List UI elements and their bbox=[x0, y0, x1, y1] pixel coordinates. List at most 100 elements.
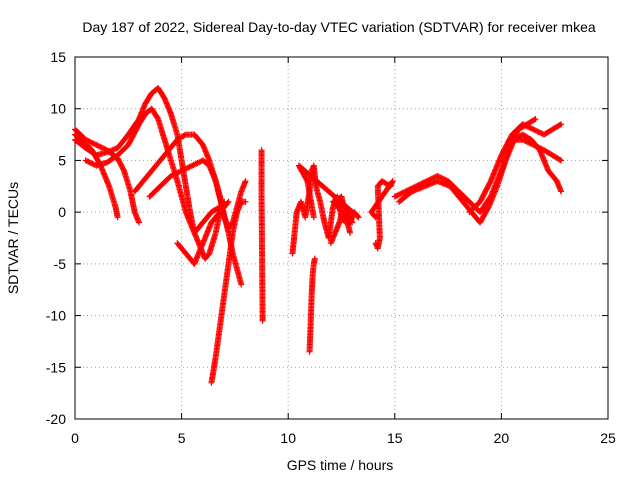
data-point bbox=[558, 188, 565, 195]
data-point bbox=[521, 121, 528, 128]
data-point bbox=[530, 141, 537, 148]
data-point bbox=[89, 160, 96, 167]
data-point bbox=[310, 214, 317, 221]
x-tick-label: 5 bbox=[178, 430, 186, 446]
series-arc-1 bbox=[72, 131, 121, 221]
data-point bbox=[175, 169, 182, 176]
data-point bbox=[394, 192, 401, 199]
data-point bbox=[372, 214, 379, 221]
data-point bbox=[535, 144, 542, 151]
y-tick-label: 0 bbox=[58, 204, 66, 220]
y-tick-label: 10 bbox=[50, 101, 66, 117]
y-tick-label: 15 bbox=[50, 49, 66, 65]
data-point bbox=[193, 160, 200, 167]
data-point bbox=[94, 142, 101, 149]
data-point bbox=[533, 127, 540, 134]
data-point bbox=[90, 161, 97, 168]
data-point bbox=[87, 160, 94, 167]
data-point bbox=[556, 156, 563, 163]
data-point bbox=[83, 158, 90, 165]
data-point bbox=[120, 166, 127, 173]
data-point bbox=[558, 157, 565, 164]
data-point bbox=[527, 125, 534, 132]
data-point bbox=[519, 121, 526, 128]
data-point bbox=[174, 169, 181, 176]
data-point bbox=[397, 191, 404, 198]
data-point bbox=[89, 139, 96, 146]
series-cluster-14h bbox=[368, 178, 396, 252]
data-point bbox=[171, 171, 178, 178]
data-point bbox=[242, 178, 249, 185]
x-tick-label: 20 bbox=[494, 430, 510, 446]
chart-title: Day 187 of 2022, Sidereal Day-to-day VTE… bbox=[82, 19, 595, 35]
series-cluster-10-12 bbox=[289, 162, 362, 257]
data-point bbox=[87, 139, 94, 146]
data-point bbox=[181, 132, 188, 139]
data-point bbox=[347, 229, 354, 236]
series-arc-12 bbox=[509, 136, 565, 164]
y-axis-label: SDTVAR / TECUs bbox=[5, 182, 21, 294]
data-point bbox=[533, 143, 540, 150]
data-point bbox=[98, 144, 105, 151]
data-point bbox=[534, 143, 541, 150]
data-point bbox=[95, 143, 102, 150]
data-point bbox=[99, 145, 106, 152]
y-tick-label: -5 bbox=[54, 256, 67, 272]
data-point bbox=[525, 139, 532, 146]
x-axis-label: GPS time / hours bbox=[287, 457, 394, 473]
data-point bbox=[398, 190, 405, 197]
data-point bbox=[418, 180, 425, 187]
data-point bbox=[525, 123, 532, 130]
data-point bbox=[83, 137, 90, 144]
data-point bbox=[242, 198, 249, 205]
y-tick-label: -15 bbox=[46, 359, 66, 375]
data-point bbox=[393, 192, 400, 199]
data-point bbox=[170, 171, 177, 178]
data-point bbox=[189, 162, 196, 169]
data-point bbox=[523, 123, 530, 130]
data-point bbox=[556, 121, 563, 128]
series-burst-9h bbox=[258, 147, 266, 324]
x-tick-label: 15 bbox=[387, 430, 403, 446]
data-point bbox=[530, 126, 537, 133]
data-point bbox=[187, 163, 194, 170]
data-point bbox=[183, 165, 190, 172]
axis-ticks: 0 5 10 15 20 25 -20 -15 -10 -5 0 5 10 15 bbox=[46, 49, 616, 446]
data-point bbox=[181, 166, 188, 173]
data-point bbox=[519, 136, 526, 143]
data-point bbox=[238, 281, 245, 288]
series-arc-7 bbox=[174, 198, 232, 267]
series-arc-8 bbox=[208, 198, 249, 386]
data-point bbox=[91, 141, 98, 148]
data-point bbox=[395, 191, 402, 198]
data-point bbox=[135, 219, 142, 226]
data-point bbox=[93, 141, 100, 148]
data-point bbox=[173, 170, 180, 177]
data-point bbox=[521, 137, 528, 144]
data-point bbox=[311, 255, 318, 262]
data-point bbox=[195, 159, 202, 166]
data-point bbox=[522, 122, 529, 129]
data-point bbox=[186, 163, 193, 170]
data-point bbox=[531, 142, 538, 149]
y-tick-label: 5 bbox=[58, 152, 66, 168]
data-point bbox=[537, 129, 544, 136]
data-point bbox=[101, 145, 108, 152]
data-point bbox=[82, 136, 89, 143]
data-point bbox=[527, 140, 534, 147]
data-point bbox=[371, 213, 378, 220]
data-point bbox=[179, 167, 186, 174]
data-point bbox=[224, 199, 231, 206]
series-arc-10 bbox=[396, 131, 565, 226]
data-point bbox=[259, 317, 266, 324]
plot-frame bbox=[74, 56, 609, 420]
y-tick-label: -20 bbox=[46, 411, 66, 427]
data-point bbox=[114, 214, 121, 221]
data-point bbox=[191, 161, 198, 168]
data-point bbox=[86, 159, 93, 166]
y-tick-label: -10 bbox=[46, 308, 66, 324]
data-point bbox=[532, 116, 539, 123]
data-point bbox=[523, 138, 530, 145]
data-point bbox=[538, 145, 545, 152]
x-tick-label: 25 bbox=[600, 430, 616, 446]
